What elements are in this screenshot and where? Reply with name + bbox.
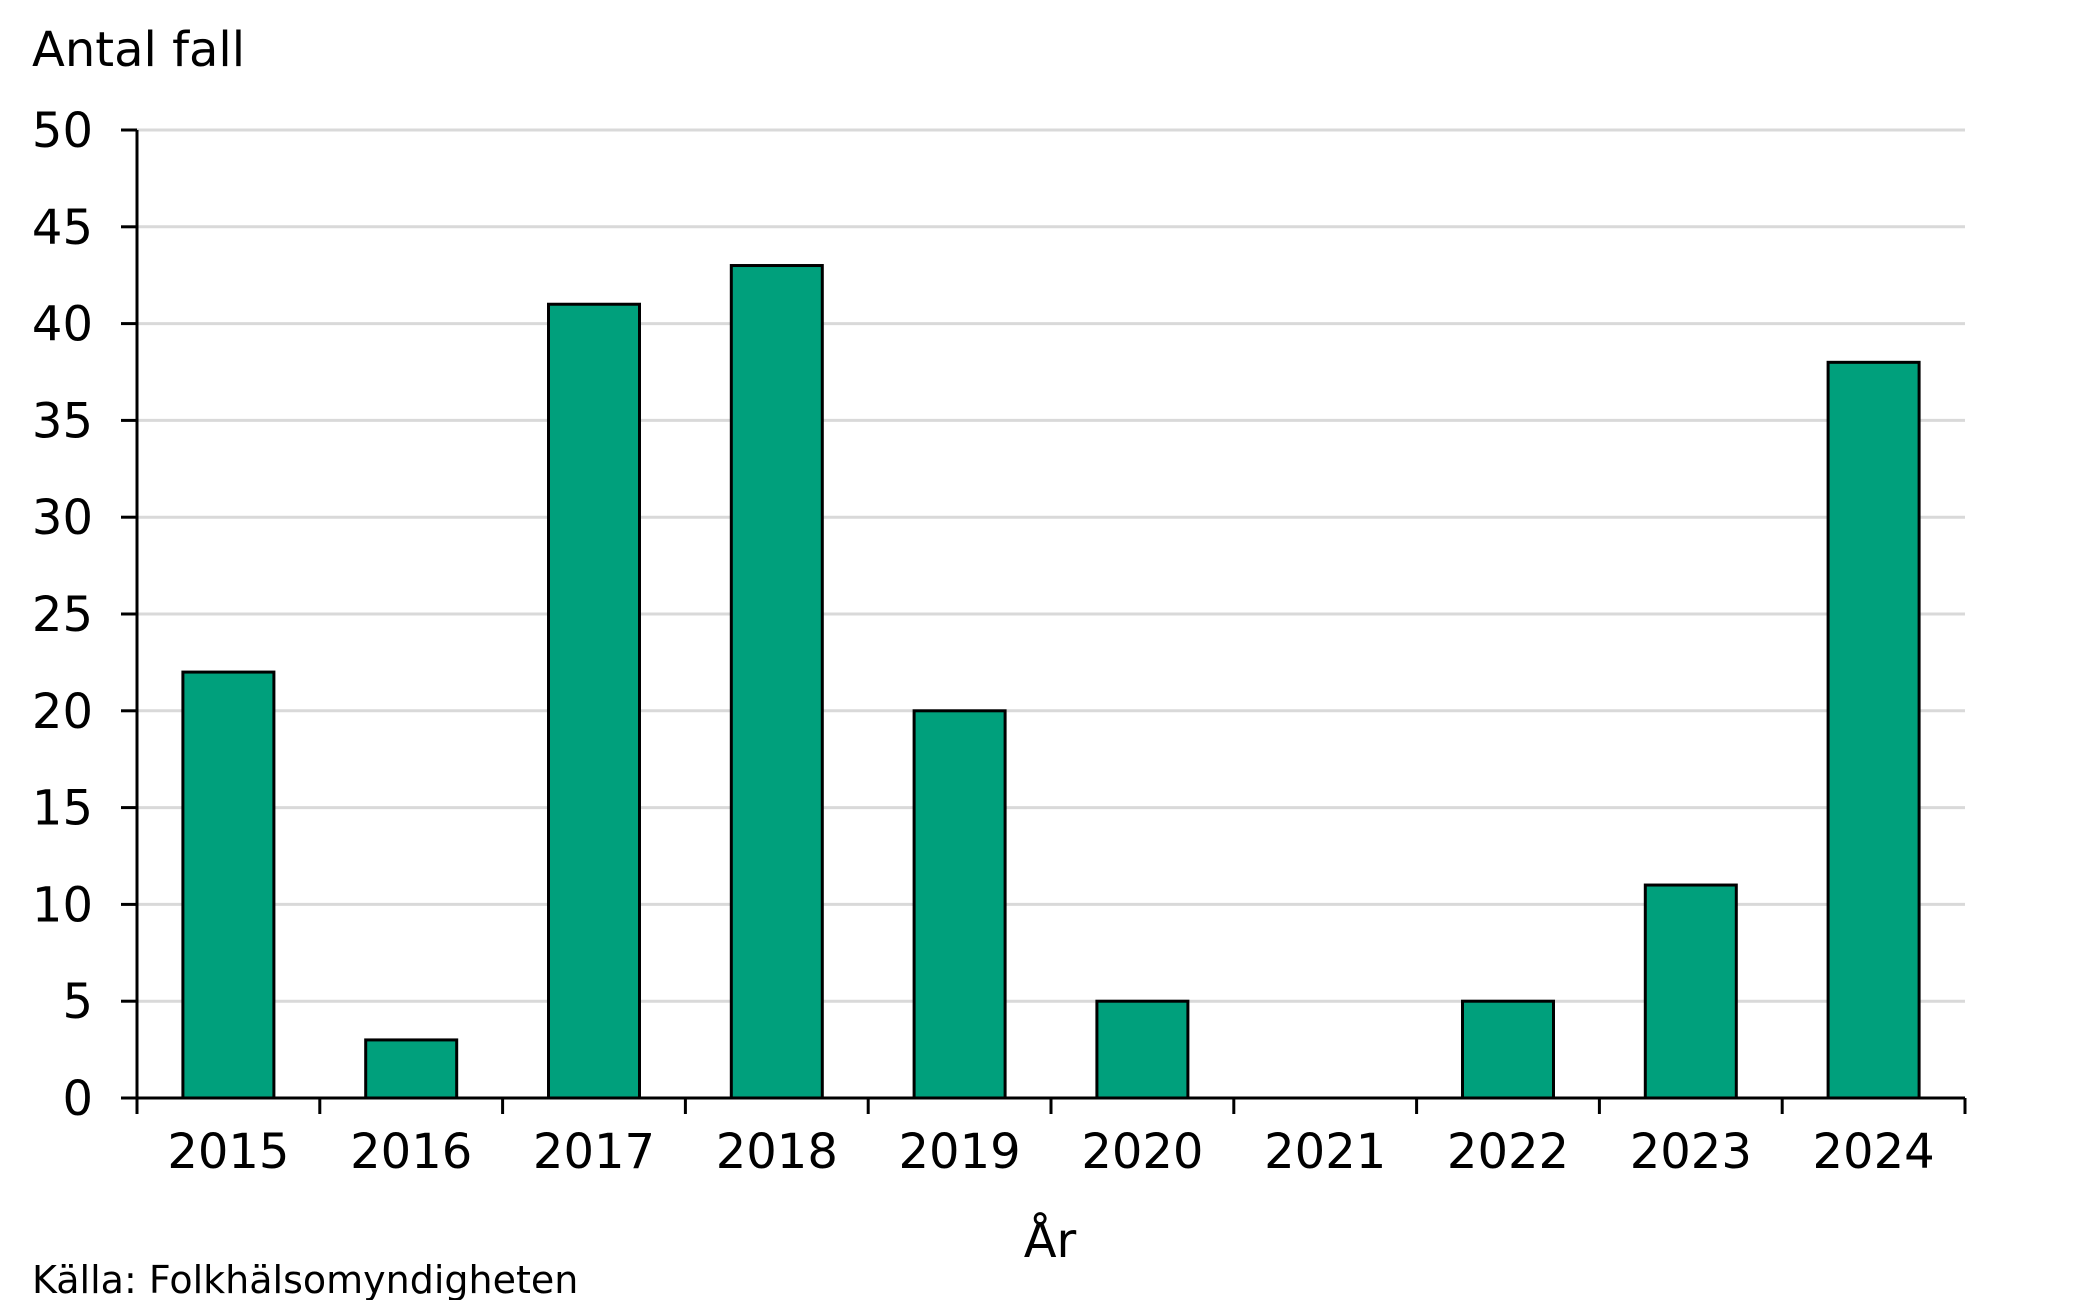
bar-2024 bbox=[1826, 360, 1921, 1100]
x-tick-label: 2015 bbox=[167, 1124, 289, 1180]
bar-2023 bbox=[1643, 883, 1738, 1100]
y-tick-label: 30 bbox=[32, 490, 93, 546]
bar-2018 bbox=[729, 264, 824, 1100]
y-tick-label: 0 bbox=[62, 1071, 93, 1127]
x-tick-label: 2018 bbox=[716, 1124, 838, 1180]
x-tick-label: 2024 bbox=[1813, 1124, 1935, 1180]
y-tick-label: 20 bbox=[32, 684, 93, 740]
x-tick-label: 2017 bbox=[533, 1124, 655, 1180]
y-tick-label: 50 bbox=[32, 103, 93, 159]
y-axis-ticks: 0 5 10 15 20 25 30 35 40 45 50 bbox=[32, 103, 137, 1127]
x-tick-label: 2020 bbox=[1081, 1124, 1203, 1180]
x-tick-label: 2019 bbox=[899, 1124, 1021, 1180]
x-axis-title: År bbox=[1024, 1212, 1077, 1269]
y-tick-label: 25 bbox=[32, 587, 93, 643]
y-axis-title: Antal fall bbox=[32, 22, 245, 78]
bars bbox=[181, 264, 1921, 1100]
x-axis-ticks: 2015 2016 2017 2018 2019 2020 2021 2022 2023 2024 bbox=[135, 1098, 1967, 1180]
y-tick-label: 5 bbox=[62, 974, 93, 1030]
y-tick-label: 40 bbox=[32, 297, 93, 353]
y-tick-label: 45 bbox=[32, 200, 93, 256]
x-tick-label: 2023 bbox=[1630, 1124, 1752, 1180]
source-label: Källa: Folkhälsomyndigheten bbox=[32, 1258, 578, 1300]
bar-2022 bbox=[1461, 999, 1555, 1100]
bar-2016 bbox=[364, 1038, 459, 1100]
x-tick-label: 2021 bbox=[1264, 1124, 1386, 1180]
gridlines bbox=[137, 128, 1965, 1003]
y-tick-label: 15 bbox=[32, 781, 93, 837]
bar-2020 bbox=[1095, 999, 1190, 1100]
y-tick-label: 35 bbox=[32, 393, 93, 449]
bar-2019 bbox=[912, 709, 1007, 1100]
y-tick-label: 10 bbox=[32, 877, 93, 933]
bar-2017 bbox=[547, 302, 641, 1100]
x-tick-label: 2016 bbox=[350, 1124, 472, 1180]
x-tick-label: 2022 bbox=[1447, 1124, 1569, 1180]
bar-2015 bbox=[181, 670, 276, 1100]
